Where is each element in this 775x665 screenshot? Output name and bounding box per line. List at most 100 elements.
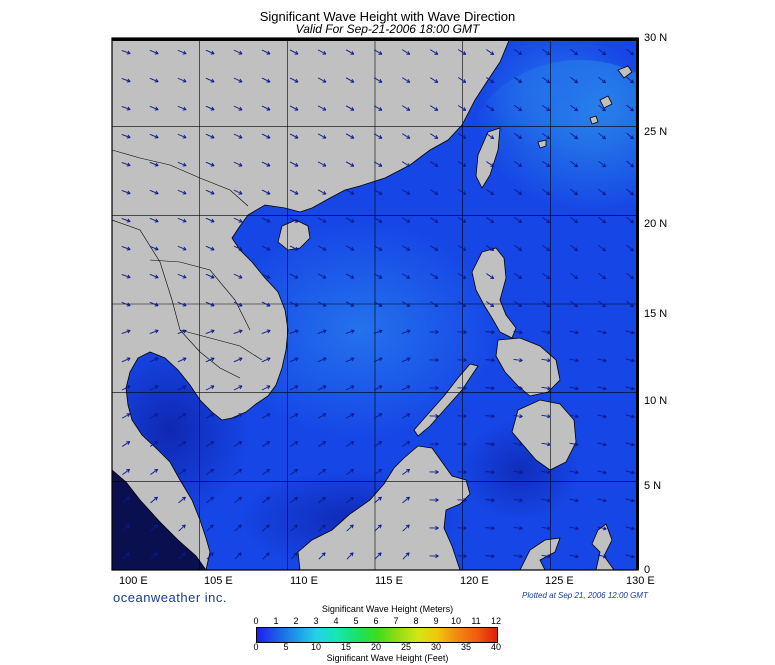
wave-arrow [121, 162, 131, 167]
wave-arrow [514, 77, 523, 84]
colorbar-meter-label: 3 [313, 616, 319, 626]
wave-arrow [149, 161, 159, 167]
lon-label-115: 115 E [375, 575, 403, 587]
wave-arrow [457, 105, 467, 111]
wave-arrow [541, 498, 551, 503]
wave-arrow [373, 105, 383, 111]
wave-arrow [513, 554, 523, 559]
wave-arrow [373, 329, 383, 334]
wave-arrow [402, 468, 411, 476]
wave-arrow [625, 442, 635, 447]
wave-arrow [373, 161, 383, 167]
wave-arrow [233, 161, 243, 167]
wave-arrow [402, 552, 410, 560]
colorbar-meter-label: 1 [273, 616, 279, 626]
wave-arrow [345, 49, 355, 55]
land-visayas [495, 337, 561, 397]
wave-arrow [346, 524, 354, 532]
wave-arrow [262, 496, 270, 504]
wave-arrow [121, 413, 131, 419]
wave-arrow [317, 77, 327, 83]
wave-arrow [457, 245, 467, 251]
wave-arrow [401, 189, 411, 195]
wave-arrow [598, 132, 606, 140]
country-borders [112, 149, 263, 379]
wave-arrow [205, 441, 215, 447]
lat-label-10: 10 N [644, 395, 668, 407]
wave-arrow [233, 133, 243, 139]
map-subtitle: Valid For Sep-21-2006 18:00 GMT [295, 22, 480, 36]
wave-arrow [598, 104, 606, 112]
wave-arrow [317, 273, 327, 279]
wave-arrow [457, 189, 467, 195]
wave-arrow [429, 525, 439, 531]
wave-arrow [514, 217, 523, 224]
colorbar-feet-label: 35 [460, 642, 472, 652]
wave-arrow [233, 105, 243, 111]
wave-arrow [569, 498, 579, 503]
wave-arrow [373, 441, 383, 447]
wave-arrow [177, 49, 187, 55]
land-halmahera [591, 523, 615, 570]
wave-arrow [402, 496, 410, 504]
wave-arrow [178, 552, 186, 560]
wave-arrow [178, 524, 186, 532]
wave-arrow [261, 217, 271, 223]
wave-arrow [542, 104, 551, 112]
wave-arrow [317, 245, 327, 251]
wave-arrow [597, 526, 607, 531]
wave-arrow [457, 273, 467, 279]
lon-label-120: 120 E [460, 575, 489, 587]
lon-label-100: 100 E [119, 575, 148, 587]
wave-arrow [429, 329, 439, 335]
wave-arrow [485, 358, 495, 363]
wave-arrow [429, 553, 439, 559]
lat-lon-grid [112, 38, 638, 570]
wave-arrow [345, 413, 355, 419]
wave-arrow [121, 385, 131, 391]
wave-arrow [289, 301, 299, 307]
wave-arrow [598, 160, 606, 168]
wave-arrow [373, 245, 383, 251]
wave-arrow [626, 48, 634, 56]
wave-arrow [570, 104, 578, 112]
wave-arrow [626, 272, 634, 280]
wave-arrow [317, 357, 327, 363]
wave-arrow [542, 132, 551, 140]
wave-arrow [289, 133, 299, 139]
wave-arrow [457, 49, 467, 55]
wave-arrow [485, 554, 495, 559]
wave-arrow [374, 552, 382, 560]
wave-arrow [345, 441, 355, 447]
wave-arrow [570, 244, 578, 252]
wave-arrow [234, 496, 242, 504]
wave-arrow [569, 554, 579, 559]
wave-arrow [177, 329, 187, 334]
wave-arrow [541, 414, 551, 419]
wave-arrow [626, 300, 634, 308]
wave-arrow [373, 217, 383, 223]
wave-arrow [597, 358, 607, 363]
wave-arrow [570, 272, 578, 280]
wave-arrow [317, 217, 327, 223]
wave-arrow [290, 524, 298, 532]
wave-arrow [233, 301, 243, 307]
colorbar-meter-label: 5 [353, 616, 359, 626]
wave-arrow [122, 524, 130, 532]
wave-arrow [318, 496, 326, 504]
wave-arrow [261, 245, 271, 251]
map-frame-top-band [112, 38, 638, 41]
colorbar-title-meters: Significant Wave Height (Meters) [321, 604, 454, 614]
lat-label-30: 30 N [644, 32, 668, 44]
wave-arrow [177, 105, 187, 111]
wave-arrow [541, 358, 551, 363]
wave-arrow [205, 301, 215, 307]
land-sumatra [112, 469, 207, 570]
wave-arrow [121, 190, 131, 195]
wave-arrow [121, 246, 131, 251]
wave-arrow [570, 160, 578, 168]
wave-arrow [626, 76, 634, 84]
wave-arrow [541, 442, 551, 447]
wave-arrow [486, 245, 495, 251]
wave-arrow [205, 189, 215, 195]
